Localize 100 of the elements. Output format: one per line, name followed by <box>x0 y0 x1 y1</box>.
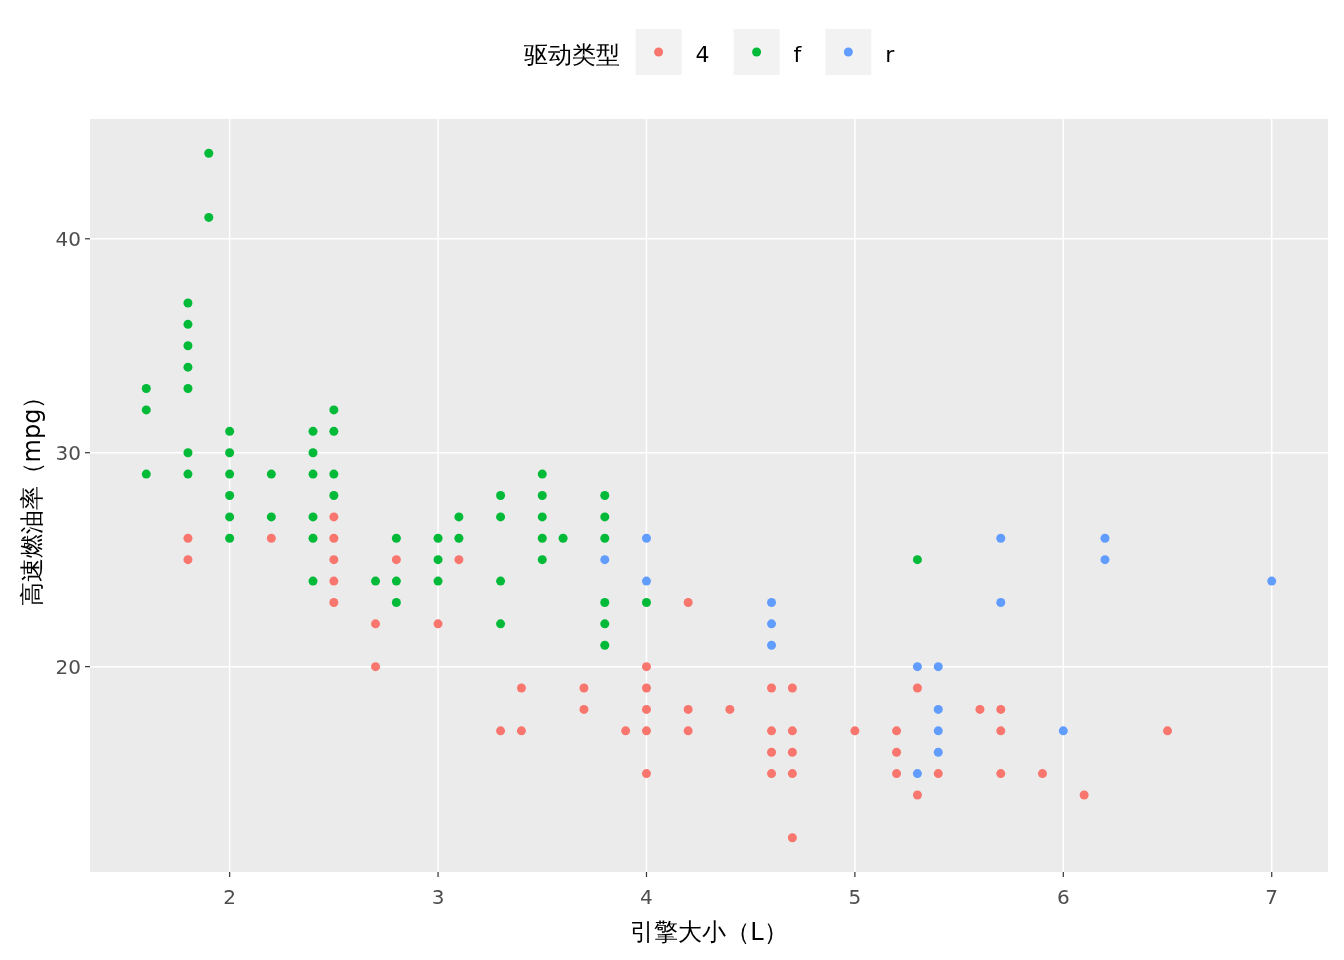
point <box>391 533 401 543</box>
point <box>391 597 401 607</box>
point <box>996 769 1006 779</box>
point <box>183 298 193 308</box>
point <box>787 683 797 693</box>
point <box>308 576 318 586</box>
point <box>225 448 235 458</box>
point <box>433 576 443 586</box>
point <box>371 576 381 586</box>
point <box>600 533 610 543</box>
point <box>787 769 797 779</box>
point <box>996 533 1006 543</box>
point <box>767 640 777 650</box>
point <box>641 576 651 586</box>
point <box>391 555 401 565</box>
point <box>391 576 401 586</box>
point <box>371 662 381 672</box>
point <box>933 769 943 779</box>
point <box>683 597 693 607</box>
point <box>141 469 151 479</box>
point <box>600 640 610 650</box>
point <box>912 790 922 800</box>
point <box>204 212 214 222</box>
point <box>496 512 506 522</box>
point <box>516 726 526 736</box>
point <box>787 833 797 843</box>
point <box>183 319 193 329</box>
point <box>329 533 339 543</box>
point <box>308 469 318 479</box>
point <box>329 491 339 500</box>
point <box>933 726 943 736</box>
point <box>454 533 464 543</box>
x-tick-label: 7 <box>1265 885 1279 909</box>
point <box>183 362 193 372</box>
point <box>912 683 922 693</box>
point <box>183 448 193 458</box>
point <box>454 512 464 522</box>
y-axis-title: 高速燃油率（mpg） <box>18 384 46 607</box>
point <box>266 512 276 522</box>
point <box>600 597 610 607</box>
point <box>641 704 651 714</box>
point <box>975 704 985 714</box>
legend-label: 4 <box>695 42 710 67</box>
point <box>204 148 214 158</box>
point <box>933 704 943 714</box>
point <box>496 726 506 736</box>
point <box>183 384 193 394</box>
point <box>767 769 777 779</box>
point <box>1163 726 1173 736</box>
point <box>329 469 339 479</box>
point <box>141 384 151 394</box>
point <box>496 491 506 500</box>
point <box>183 533 193 543</box>
point <box>537 533 547 543</box>
point <box>1079 790 1089 800</box>
point <box>996 726 1006 736</box>
point <box>912 555 922 565</box>
point <box>621 726 631 736</box>
point <box>141 405 151 415</box>
point <box>1058 726 1068 736</box>
point <box>912 769 922 779</box>
point <box>641 597 651 607</box>
point <box>641 726 651 736</box>
x-tick-label: 4 <box>640 885 653 909</box>
point <box>329 576 339 586</box>
point <box>641 662 651 672</box>
point <box>308 426 318 436</box>
point <box>600 555 610 565</box>
point <box>308 512 318 522</box>
point <box>725 704 735 714</box>
legend-label: r <box>885 42 896 67</box>
point <box>329 555 339 565</box>
point <box>996 704 1006 714</box>
point <box>433 619 443 629</box>
point <box>641 683 651 693</box>
point <box>329 426 339 436</box>
point <box>454 555 464 565</box>
point <box>225 426 235 436</box>
point <box>683 704 693 714</box>
y-tick-label: 30 <box>55 440 81 465</box>
point <box>767 747 777 757</box>
x-tick-label: 2 <box>223 885 237 909</box>
point <box>850 726 860 736</box>
point <box>183 341 193 351</box>
point <box>266 469 276 479</box>
point <box>892 726 902 736</box>
point <box>579 683 589 693</box>
point <box>600 491 610 500</box>
point <box>371 619 381 629</box>
point <box>433 533 443 543</box>
point <box>892 769 902 779</box>
point <box>496 576 506 586</box>
y-tick-label: 20 <box>55 654 81 679</box>
point <box>183 469 193 479</box>
point <box>496 619 506 629</box>
point <box>516 683 526 693</box>
point <box>641 769 651 779</box>
point <box>225 491 235 500</box>
point <box>537 512 547 522</box>
point <box>266 533 276 543</box>
